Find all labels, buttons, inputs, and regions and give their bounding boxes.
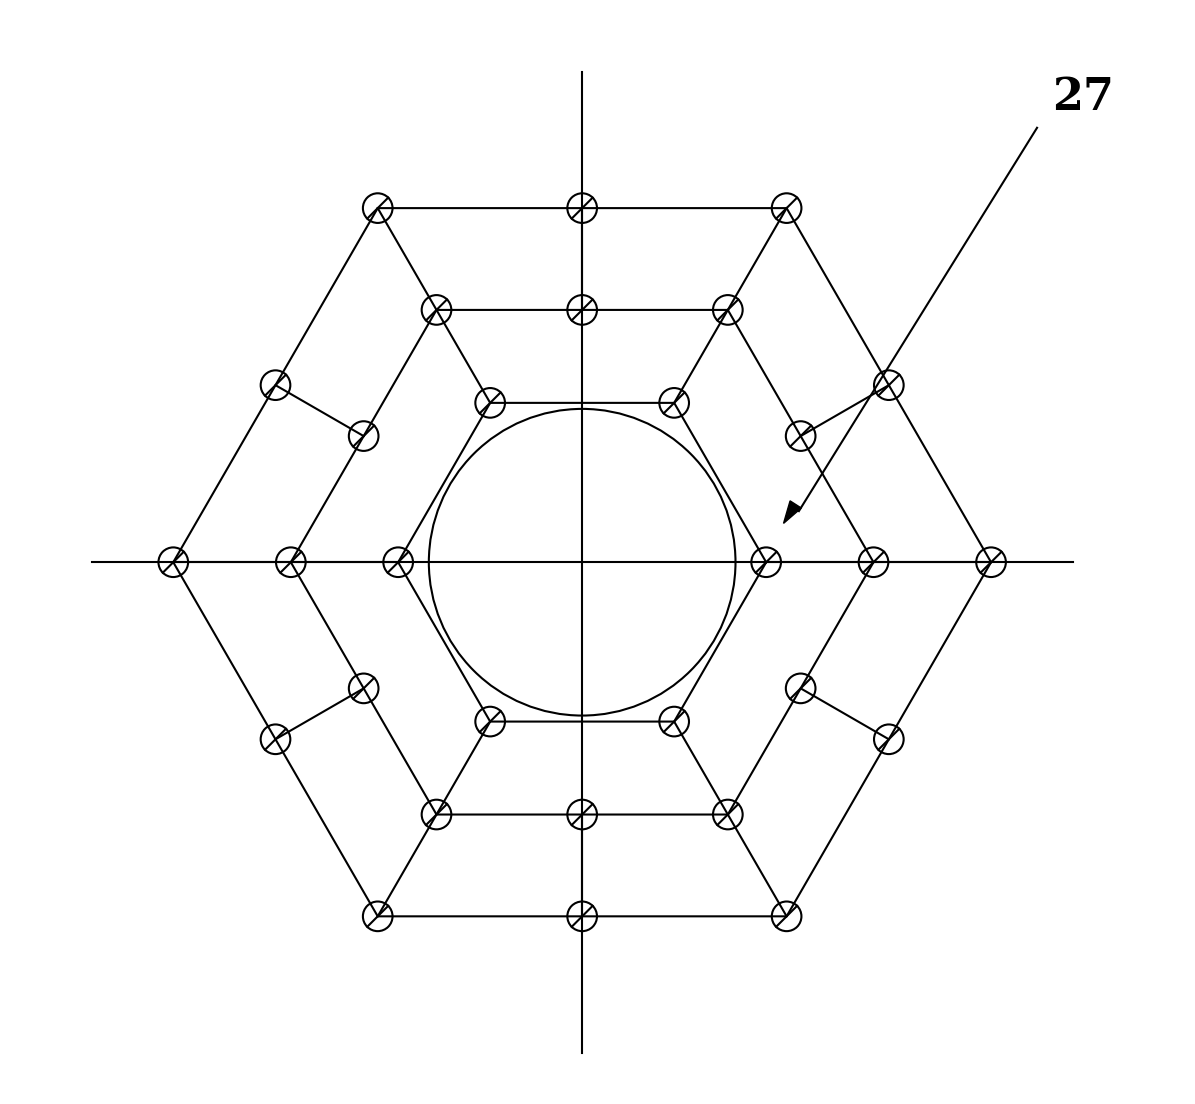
Text: 27: 27 [1053, 75, 1115, 118]
Polygon shape [784, 501, 802, 523]
